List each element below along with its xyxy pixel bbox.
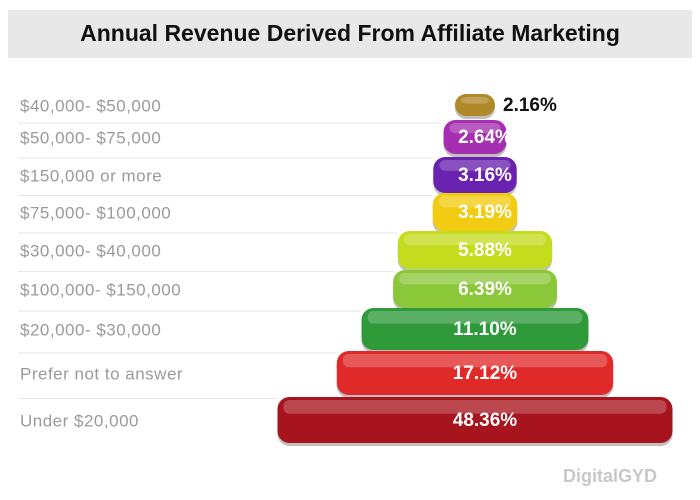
bar xyxy=(393,270,557,308)
value-label: 2.64% xyxy=(458,127,512,148)
bar-highlight xyxy=(438,196,512,208)
category-label: $100,000- $150,000 xyxy=(20,280,181,299)
bar xyxy=(397,231,553,269)
category-label: $75,000- $100,000 xyxy=(20,203,171,222)
value-label: 48.36% xyxy=(453,410,518,431)
bar xyxy=(336,351,614,395)
value-label: 11.10% xyxy=(453,319,516,340)
category-label: Prefer not to answer xyxy=(20,364,183,383)
bar xyxy=(277,397,673,443)
category-label: $150,000 or more xyxy=(20,166,162,185)
bar-highlight xyxy=(449,123,501,134)
watermark: DigitalGYD xyxy=(563,466,657,486)
chart-title: Annual Revenue Derived From Affiliate Ma… xyxy=(80,20,620,46)
bar-highlight xyxy=(283,400,667,414)
value-label: 2.16% xyxy=(503,95,557,116)
bar xyxy=(433,157,517,193)
value-label: 5.88% xyxy=(458,240,512,261)
title-box xyxy=(8,10,692,58)
bar-highlight xyxy=(439,160,511,171)
category-label: $30,000- $40,000 xyxy=(20,241,161,260)
value-label: 17.12% xyxy=(453,363,518,384)
bar-highlight xyxy=(342,354,608,368)
category-label: Under $20,000 xyxy=(20,411,139,430)
bar xyxy=(361,308,589,350)
category-label: $40,000- $50,000 xyxy=(20,96,161,115)
value-label: 3.19% xyxy=(458,202,512,223)
bar-highlight xyxy=(399,273,551,285)
value-label: 6.39% xyxy=(458,279,512,300)
category-label: $20,000- $30,000 xyxy=(20,320,161,339)
bar xyxy=(443,120,507,154)
value-label: 3.16% xyxy=(458,165,512,186)
category-label: $50,000- $75,000 xyxy=(20,128,161,147)
bar xyxy=(455,94,495,116)
bar xyxy=(432,193,518,231)
bar-highlight xyxy=(367,311,583,324)
bar-highlight xyxy=(461,97,489,104)
bar-highlight xyxy=(403,234,547,246)
